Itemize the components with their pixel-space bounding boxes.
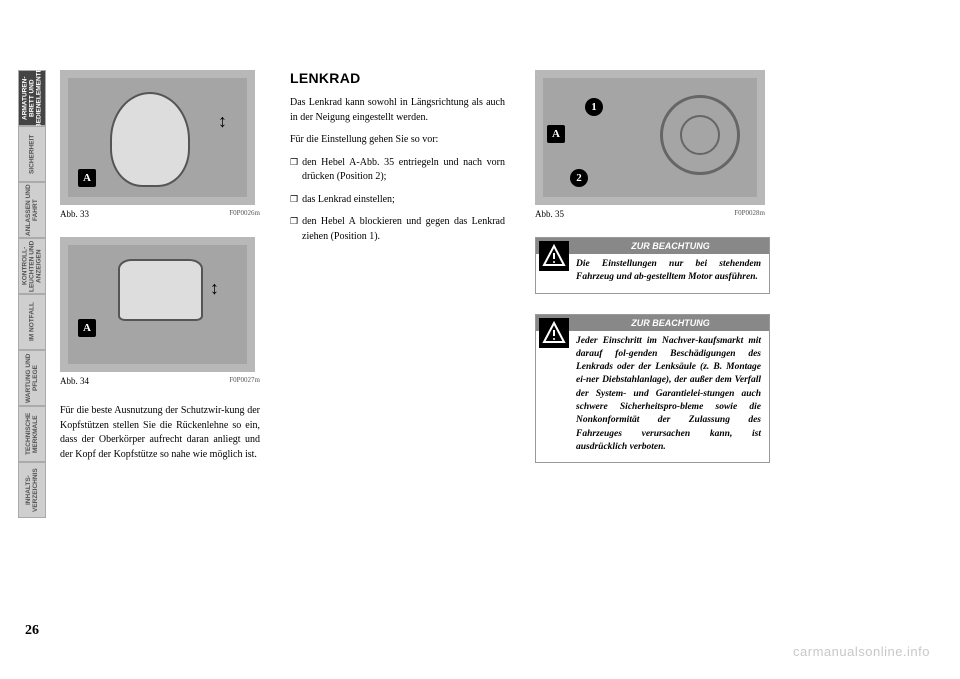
section-title-lenkrad: LENKRAD	[290, 70, 505, 86]
warning-1-header: ZUR BEACHTUNG	[536, 238, 769, 254]
content-columns: ↕ A Abb. 33 F0P0026m ↕ A Abb. 34 F0P0027…	[60, 70, 840, 483]
column-2: LENKRAD Das Lenkrad kann sowohl in Längs…	[290, 70, 505, 483]
watermark: carmanualsonline.info	[793, 644, 930, 659]
figure-35-label-a: A	[547, 125, 565, 143]
figure-33: ↕ A	[60, 70, 255, 205]
column-1: ↕ A Abb. 33 F0P0026m ↕ A Abb. 34 F0P0027…	[60, 70, 260, 483]
manual-page: ARMATUREN- BRETT UND BEDIENELEMENTE SICH…	[0, 0, 960, 679]
col2-bullet2: das Lenkrad einstellen;	[290, 193, 505, 208]
figure-34: ↕ A	[60, 237, 255, 372]
figure-34-label-a: A	[78, 319, 96, 337]
warning-1-body: Die Einstellungen nur bei stehendem Fahr…	[536, 254, 769, 293]
tab-notfall[interactable]: IM NOTFALL	[18, 294, 46, 350]
tab-inhalt[interactable]: INHALTS- VERZEICHNIS	[18, 462, 46, 518]
col2-bullet1: den Hebel A-Abb. 35 entriegeln und nach …	[290, 156, 505, 185]
warning-box-1: ZUR BEACHTUNG Die Einstellungen nur bei …	[535, 237, 770, 294]
page-number: 26	[25, 623, 39, 639]
col2-bullet3: den Hebel A blockieren und gegen das Len…	[290, 215, 505, 244]
figure-33-label-a: A	[78, 169, 96, 187]
warning-icon	[539, 318, 569, 348]
col1-text: Für die beste Ausnutzung der Schutzwir-k…	[60, 404, 260, 462]
figure-33-caption: Abb. 33 F0P0026m	[60, 209, 260, 219]
tab-anlassen[interactable]: ANLASSEN UND FAHRT	[18, 182, 46, 238]
column-3: A 1 2 Abb. 35 F0P0028m ZUR BEACHTUNG Die…	[535, 70, 770, 483]
tab-armaturenbrett[interactable]: ARMATUREN- BRETT UND BEDIENELEMENTE	[18, 70, 46, 126]
figure-34-caption: Abb. 34 F0P0027m	[60, 376, 260, 386]
col2-p1: Das Lenkrad kann sowohl in Längsrichtung…	[290, 96, 505, 125]
side-tabs: ARMATUREN- BRETT UND BEDIENELEMENTE SICH…	[18, 70, 46, 518]
tab-technische[interactable]: TECHNISCHE MERKMALE	[18, 406, 46, 462]
col2-p2: Für die Einstellung gehen Sie so vor:	[290, 133, 505, 148]
warning-2-body: Jeder Einschritt im Nachver-kaufsmarkt m…	[536, 331, 769, 463]
figure-35-caption: Abb. 35 F0P0028m	[535, 209, 765, 219]
figure-35-label-1: 1	[585, 98, 603, 116]
warning-2-header: ZUR BEACHTUNG	[536, 315, 769, 331]
tab-sicherheit[interactable]: SICHERHEIT	[18, 126, 46, 182]
tab-kontrollleuchten[interactable]: KONTROLL- LEUCHTEN UND ANZEIGEN	[18, 238, 46, 294]
warning-icon	[539, 241, 569, 271]
figure-35-label-2: 2	[570, 169, 588, 187]
tab-wartung[interactable]: WARTUNG UND PFLEGE	[18, 350, 46, 406]
warning-box-2: ZUR BEACHTUNG Jeder Einschritt im Nachve…	[535, 314, 770, 464]
figure-35: A 1 2	[535, 70, 765, 205]
